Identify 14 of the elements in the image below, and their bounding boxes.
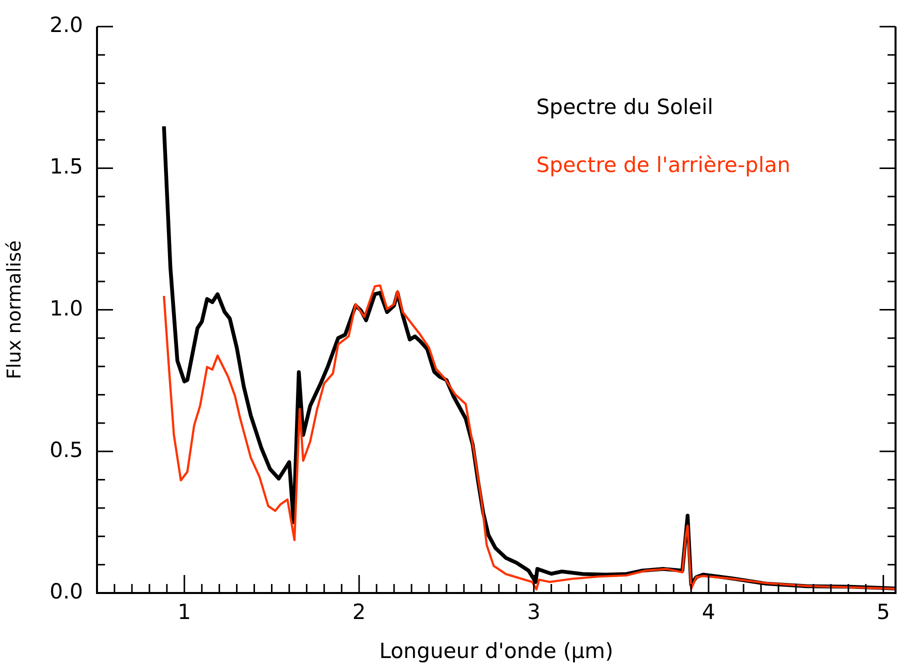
x-tick-label: 2	[352, 600, 366, 624]
x-tick-label: 5	[876, 600, 890, 624]
y-axis-title: Flux normalisé	[3, 240, 26, 380]
x-axis-title: Longueur d'onde (μm)	[379, 638, 614, 663]
y-tick-label: 1.0	[50, 296, 83, 320]
text: Spectre de l'arrière-plan	[536, 153, 790, 178]
x-tick-label: 4	[702, 600, 716, 624]
x-tick-label: 3	[527, 600, 541, 624]
y-tick-label: 1.5	[50, 154, 83, 179]
x-tick-label: 1	[178, 600, 192, 624]
text: Spectre du Soleil	[536, 95, 714, 120]
y-tick-label: 0.5	[50, 438, 83, 462]
y-tick-label: 0.0	[50, 579, 83, 604]
y-tick-label: 2.0	[50, 13, 83, 38]
